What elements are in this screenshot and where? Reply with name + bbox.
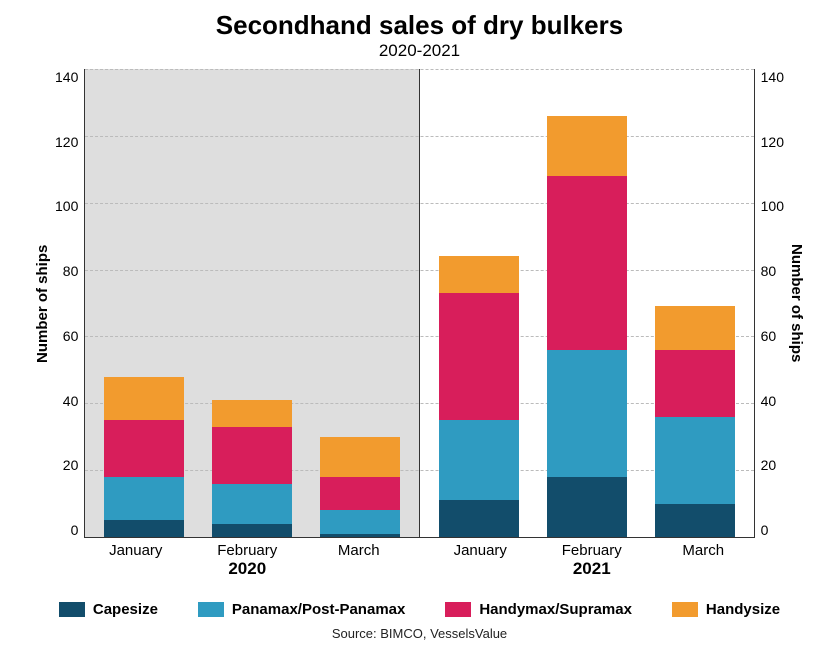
y-tick-label: 0 <box>55 522 78 538</box>
y-tick-label: 140 <box>55 69 78 85</box>
y-tick-label: 80 <box>55 263 78 279</box>
stacked-bar <box>320 69 400 537</box>
chart-container: Secondhand sales of dry bulkers 2020-202… <box>0 0 839 651</box>
y-tick-label: 100 <box>761 198 784 214</box>
month-label: March <box>663 542 743 559</box>
y-tick-label: 60 <box>55 328 78 344</box>
stacked-bar <box>212 69 292 537</box>
bar-segment-panamax <box>212 484 292 524</box>
bar-segment-handysize <box>547 116 627 176</box>
bar-segment-handymax <box>104 420 184 477</box>
title-block: Secondhand sales of dry bulkers 2020-202… <box>30 10 809 61</box>
stacked-bar <box>547 69 627 537</box>
legend-item-capesize: Capesize <box>59 601 158 618</box>
bar-segment-handymax <box>320 477 400 510</box>
month-label: January <box>96 542 176 559</box>
legend-label: Capesize <box>93 601 158 618</box>
y-tick-label: 60 <box>761 328 784 344</box>
year-group <box>85 69 419 537</box>
y-tick-label: 0 <box>761 522 784 538</box>
y-axis-label-right: Number of ships <box>784 69 809 538</box>
chart-subtitle: 2020-2021 <box>30 41 809 61</box>
x-month-labels: January February March January February March <box>75 538 764 559</box>
bar-segment-panamax <box>320 510 400 533</box>
year-label: 2021 <box>420 559 765 579</box>
y-tick-label: 120 <box>55 134 78 150</box>
chart-canvas <box>84 69 754 538</box>
x-axis-block: January February March January February March… <box>30 538 809 579</box>
legend-label: Handysize <box>706 601 780 618</box>
y-tick-label: 20 <box>761 457 784 473</box>
bar-segment-panamax <box>655 417 735 504</box>
legend-item-handymax: Handymax/Supramax <box>445 601 632 618</box>
y-tick-label: 80 <box>761 263 784 279</box>
bar-segment-capesize <box>547 477 627 537</box>
month-label: January <box>440 542 520 559</box>
bar-segment-handysize <box>439 256 519 293</box>
month-label-group: January February March <box>420 538 765 559</box>
legend-swatch <box>672 602 698 617</box>
y-tick-label: 20 <box>55 457 78 473</box>
bar-segment-panamax <box>439 420 519 500</box>
x-year-labels: 20202021 <box>75 559 764 579</box>
month-label: February <box>207 542 287 559</box>
y-tick-label: 40 <box>761 393 784 409</box>
y-tick-label: 120 <box>761 134 784 150</box>
bar-segment-handysize <box>320 437 400 477</box>
y-ticks-left: 140 120 100 80 60 40 20 0 <box>55 69 84 538</box>
bar-segment-handysize <box>104 377 184 420</box>
plot-area: Number of ships 140 120 100 80 60 40 20 0 140 12… <box>30 69 809 538</box>
month-label: February <box>552 542 632 559</box>
bar-segment-handymax <box>547 176 627 350</box>
month-label-group: January February March <box>75 538 420 559</box>
bar-segment-capesize <box>212 524 292 537</box>
year-group <box>419 69 754 537</box>
bar-segment-handymax <box>212 427 292 484</box>
legend-label: Handymax/Supramax <box>479 601 632 618</box>
legend-swatch <box>198 602 224 617</box>
bar-segment-handymax <box>439 293 519 420</box>
legend-swatch <box>445 602 471 617</box>
y-ticks-right: 140 120 100 80 60 40 20 0 <box>755 69 784 538</box>
bar-segment-handysize <box>212 400 292 427</box>
bars-row <box>85 69 753 537</box>
bar-segment-handysize <box>655 306 735 349</box>
bar-segment-capesize <box>655 504 735 537</box>
bar-segment-capesize <box>439 500 519 537</box>
bar-segment-capesize <box>320 534 400 537</box>
legend-item-handysize: Handysize <box>672 601 780 618</box>
y-tick-label: 40 <box>55 393 78 409</box>
y-tick-label: 100 <box>55 198 78 214</box>
bar-segment-panamax <box>547 350 627 477</box>
stacked-bar <box>655 69 735 537</box>
legend-label: Panamax/Post-Panamax <box>232 601 405 618</box>
chart-title: Secondhand sales of dry bulkers <box>30 10 809 41</box>
legend-swatch <box>59 602 85 617</box>
bar-segment-capesize <box>104 520 184 537</box>
stacked-bar <box>439 69 519 537</box>
y-tick-label: 140 <box>761 69 784 85</box>
year-label: 2020 <box>75 559 420 579</box>
legend-item-panamax: Panamax/Post-Panamax <box>198 601 405 618</box>
bar-segment-handymax <box>655 350 735 417</box>
stacked-bar <box>104 69 184 537</box>
legend: Capesize Panamax/Post-Panamax Handymax/Sup… <box>30 601 809 618</box>
month-label: March <box>319 542 399 559</box>
source-text: Source: BIMCO, VesselsValue <box>30 626 809 641</box>
bar-segment-panamax <box>104 477 184 520</box>
y-axis-label-left: Number of ships <box>30 69 55 538</box>
